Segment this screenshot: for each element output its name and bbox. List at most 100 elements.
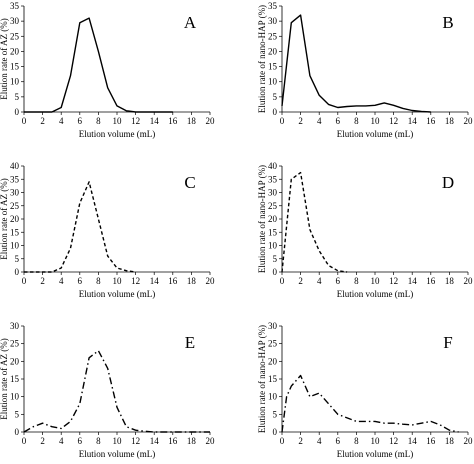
x-tick-label: 12 [131,276,140,286]
x-tick-label: 4 [59,116,64,126]
x-tick-label: 16 [168,436,178,446]
y-tick-label: 0 [15,107,20,117]
panel-label: A [184,13,197,32]
x-tick-label: 2 [40,436,45,446]
x-tick-label: 10 [371,436,381,446]
y-tick-label: 40 [268,161,278,171]
x-tick-label: 6 [78,116,83,126]
panel-label: C [184,173,195,192]
x-tick-label: 10 [113,276,123,286]
x-tick-label: 4 [59,436,64,446]
y-tick-label: 20 [10,214,20,224]
x-tick-label: 14 [408,116,418,126]
series-line [24,17,173,113]
y-tick-label: 35 [268,1,278,11]
y-tick-label: 0 [273,427,278,437]
chart-panel-a: 0 5 10 15 20 25 30 35 0 2 4 6 8 10 12 14 16 18 20 Elution v… [0,1,215,139]
y-tick-label: 20 [268,356,278,366]
x-tick-label: 20 [464,276,474,286]
series-line [281,171,348,273]
x-tick-label: 10 [113,436,123,446]
x-tick-label: 8 [96,436,101,446]
y-axis-title: Elution rate of nano-HAP (%) [257,325,267,433]
x-tick-label: 6 [336,116,341,126]
x-tick-label: 0 [280,276,285,286]
y-tick-label: 0 [15,427,20,437]
x-tick-label: 2 [298,276,303,286]
x-tick-label: 2 [298,436,303,446]
x-tick-label: 8 [96,276,101,286]
x-tick-label: 14 [150,276,160,286]
x-tick-label: 2 [298,116,303,126]
y-tick-label: 15 [268,62,278,72]
y-tick-label: 35 [10,174,20,184]
y-tick-label: 30 [268,321,278,331]
y-tick-label: 25 [268,201,278,211]
y-tick-label: 30 [268,188,278,198]
y-tick-label: 10 [10,392,20,402]
y-tick-label: 35 [10,1,20,11]
chart-panel-b: 0 5 10 15 20 25 30 35 0 2 4 6 8 10 12 14 16 18 20 Elution v… [257,1,473,139]
x-tick-label: 18 [187,436,197,446]
y-axis-title: Elution rate of AZ (%) [0,18,9,99]
x-tick-label: 0 [22,276,27,286]
x-axis-title: Elution volume (mL) [337,129,414,139]
x-tick-label: 8 [354,436,359,446]
y-tick-label: 10 [268,241,278,251]
x-tick-label: 4 [317,116,322,126]
x-tick-label: 18 [445,276,455,286]
x-tick-label: 16 [426,276,436,286]
x-tick-label: 8 [354,116,359,126]
x-axis-title: Elution volume (mL) [337,289,414,299]
x-tick-label: 18 [187,116,197,126]
y-tick-label: 25 [10,339,20,349]
x-tick-label: 4 [317,436,322,446]
x-tick-label: 0 [280,116,285,126]
y-tick-label: 30 [268,16,278,26]
x-tick-label: 18 [187,276,197,286]
x-tick-label: 12 [131,116,140,126]
x-axis-title: Elution volume (mL) [79,129,156,139]
y-tick-label: 5 [15,409,20,419]
x-tick-label: 16 [426,116,436,126]
x-tick-label: 20 [206,276,216,286]
y-axis-title: Elution rate of nano-HAP (%) [257,5,267,113]
y-tick-label: 5 [273,92,278,102]
x-tick-label: 14 [408,276,418,286]
y-axis-title: Elution rate of nano-HAP (%) [257,165,267,273]
x-tick-label: 12 [389,436,398,446]
y-tick-label: 15 [10,62,20,72]
y-tick-label: 20 [10,356,20,366]
y-tick-label: 25 [268,31,278,41]
x-tick-label: 2 [40,116,45,126]
x-axis-title: Elution volume (mL) [79,289,156,299]
y-tick-label: 15 [268,374,278,384]
y-tick-label: 0 [15,267,20,277]
x-tick-label: 12 [389,276,398,286]
x-tick-label: 14 [150,436,160,446]
panel-label: D [442,173,454,192]
y-tick-label: 40 [10,161,20,171]
y-tick-label: 20 [268,46,278,56]
y-tick-label: 5 [273,409,278,419]
y-tick-label: 5 [15,92,20,102]
x-tick-label: 16 [426,436,436,446]
x-tick-label: 12 [389,116,398,126]
y-axis-title: Elution rate of AZ (%) [0,338,9,419]
y-tick-label: 10 [268,77,278,87]
y-tick-label: 30 [10,16,20,26]
x-tick-label: 14 [150,116,160,126]
x-tick-label: 6 [336,436,341,446]
y-tick-label: 25 [10,201,20,211]
y-tick-label: 10 [268,392,278,402]
x-tick-label: 18 [445,116,455,126]
x-tick-label: 6 [78,276,83,286]
y-tick-label: 0 [273,107,278,117]
x-tick-label: 10 [371,276,381,286]
chart-panel-f: 0 5 10 15 20 25 30 0 2 4 6 8 10 12 14 16 18 20 Elution vol… [257,321,473,459]
x-tick-label: 6 [336,276,341,286]
x-tick-label: 10 [113,116,123,126]
x-tick-label: 12 [131,436,140,446]
